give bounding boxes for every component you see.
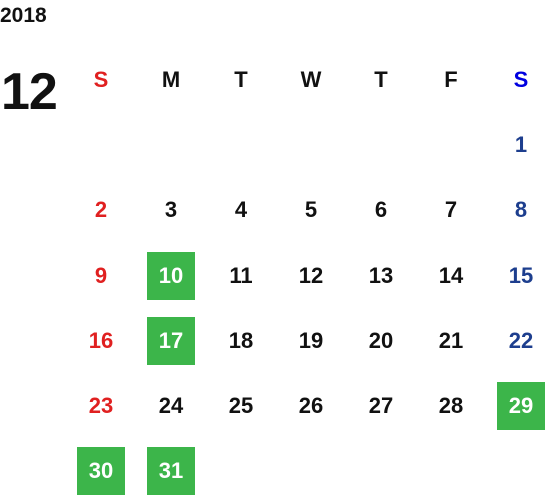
day[interactable]: 19: [298, 327, 324, 353]
day[interactable]: 13: [368, 262, 394, 288]
marked-day[interactable]: 29: [497, 382, 545, 430]
day[interactable]: 6: [374, 197, 388, 223]
marked-day[interactable]: 30: [77, 447, 125, 496]
day[interactable]: 22: [508, 327, 534, 353]
weekday-header: S: [93, 67, 109, 92]
day[interactable]: 8: [514, 197, 528, 223]
day[interactable]: 20: [368, 327, 394, 353]
weekday-header: T: [234, 67, 248, 92]
day[interactable]: 18: [228, 327, 254, 353]
day[interactable]: 15: [508, 262, 534, 288]
year: 2018: [0, 4, 47, 27]
day[interactable]: 21: [438, 327, 464, 353]
day[interactable]: 26: [298, 393, 324, 418]
day[interactable]: 27: [368, 393, 394, 418]
day[interactable]: 5: [304, 197, 318, 223]
day[interactable]: 28: [438, 393, 464, 418]
day[interactable]: 2: [94, 197, 108, 223]
day[interactable]: 7: [444, 197, 458, 223]
marked-day[interactable]: 10: [147, 251, 195, 300]
weekday-header: S: [513, 67, 529, 92]
month: 12: [1, 63, 58, 121]
marked-day[interactable]: 17: [147, 316, 195, 365]
day[interactable]: 25: [228, 393, 254, 418]
weekday-header: F: [444, 67, 458, 92]
weekday-header: W: [300, 67, 322, 92]
day[interactable]: 24: [158, 393, 184, 418]
day[interactable]: 4: [234, 197, 248, 223]
day[interactable]: 1: [514, 132, 528, 158]
day[interactable]: 16: [88, 327, 114, 353]
marked-day[interactable]: 31: [147, 447, 195, 496]
day[interactable]: 3: [164, 197, 178, 223]
day[interactable]: 12: [298, 262, 324, 288]
day[interactable]: 9: [94, 262, 108, 288]
day[interactable]: 23: [88, 393, 114, 418]
day[interactable]: 14: [438, 262, 464, 288]
weekday-header: M: [161, 67, 181, 92]
day[interactable]: 11: [229, 262, 253, 288]
weekday-header: T: [374, 67, 388, 92]
